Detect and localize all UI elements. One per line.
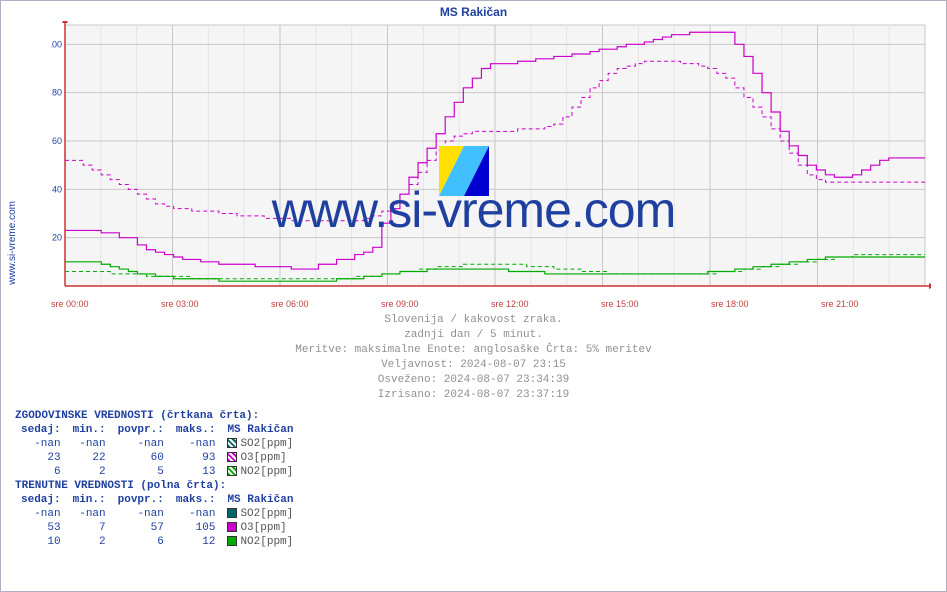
curr-table: sedaj: min.: povpr.: maks.: MS Rakičan -… [15, 493, 299, 549]
cell-min: 7 [67, 521, 112, 535]
cell-sedaj: -nan [15, 507, 67, 521]
table-row: 23226093O3[ppm] [15, 451, 299, 465]
table-row: 102612NO2[ppm] [15, 535, 299, 549]
cell-povpr: -nan [112, 437, 170, 451]
cell-sedaj: 53 [15, 521, 67, 535]
color-swatch [227, 438, 237, 448]
cell-maks: -nan [170, 507, 222, 521]
cell-min: 2 [67, 465, 112, 479]
cell-label: SO2[ppm] [221, 437, 299, 451]
x-axis-labels: sre 00:00sre 03:00sre 06:00sre 09:00sre … [51, 299, 931, 309]
col-povpr: povpr.: [112, 493, 170, 507]
svg-text:80: 80 [52, 88, 62, 98]
cell-label: O3[ppm] [221, 521, 299, 535]
cell-maks: 105 [170, 521, 222, 535]
x-tick-label: sre 15:00 [601, 299, 711, 309]
x-tick-label: sre 18:00 [711, 299, 821, 309]
svg-text:60: 60 [52, 136, 62, 146]
cell-min: 2 [67, 535, 112, 549]
cell-povpr: 5 [112, 465, 170, 479]
table-row: 62513NO2[ppm] [15, 465, 299, 479]
curr-header-row: sedaj: min.: povpr.: maks.: MS Rakičan [15, 493, 299, 507]
col-maks: maks.: [170, 493, 222, 507]
cell-sedaj: -nan [15, 437, 67, 451]
meta-line: Meritve: maksimalne Enote: anglosaške Čr… [1, 343, 946, 358]
meta-line: Slovenija / kakovost zraka. [1, 313, 946, 328]
cell-sedaj: 23 [15, 451, 67, 465]
source-label: www.si-vreme.com [7, 201, 18, 285]
svg-text:100: 100 [51, 39, 62, 49]
cell-min: -nan [67, 507, 112, 521]
meta-line: Izrisano: 2024-08-07 23:37:19 [1, 388, 946, 403]
cell-povpr: -nan [112, 507, 170, 521]
x-tick-label: sre 12:00 [491, 299, 601, 309]
svg-text:40: 40 [52, 184, 62, 194]
meta-line: zadnji dan / 5 minut. [1, 328, 946, 343]
cell-povpr: 57 [112, 521, 170, 535]
col-min: min.: [67, 423, 112, 437]
cell-label: NO2[ppm] [221, 535, 299, 549]
cell-maks: 93 [170, 451, 222, 465]
table-row: -nan-nan-nan-nanSO2[ppm] [15, 507, 299, 521]
x-tick-label: sre 03:00 [161, 299, 271, 309]
x-tick-label: sre 21:00 [821, 299, 931, 309]
cell-label: SO2[ppm] [221, 507, 299, 521]
watermark-logo [439, 146, 489, 196]
cell-sedaj: 6 [15, 465, 67, 479]
curr-section-title: TRENUTNE VREDNOSTI (polna črta): [15, 479, 299, 493]
hist-table: sedaj: min.: povpr.: maks.: MS Rakičan -… [15, 423, 299, 479]
cell-min: -nan [67, 437, 112, 451]
col-povpr: povpr.: [112, 423, 170, 437]
color-swatch [227, 508, 237, 518]
meta-line: Osveženo: 2024-08-07 23:34:39 [1, 373, 946, 388]
cell-povpr: 6 [112, 535, 170, 549]
cell-maks: 13 [170, 465, 222, 479]
cell-label: NO2[ppm] [221, 465, 299, 479]
col-sedaj: sedaj: [15, 493, 67, 507]
col-sedaj: sedaj: [15, 423, 67, 437]
color-swatch [227, 536, 237, 546]
x-tick-label: sre 00:00 [51, 299, 161, 309]
chart-canvas: 20 40 60 80 100 [51, 21, 931, 296]
col-site: MS Rakičan [221, 493, 299, 507]
color-swatch [227, 452, 237, 462]
table-row: 53757105O3[ppm] [15, 521, 299, 535]
meta-line: Veljavnost: 2024-08-07 23:15 [1, 358, 946, 373]
x-tick-label: sre 09:00 [381, 299, 491, 309]
cell-povpr: 60 [112, 451, 170, 465]
color-swatch [227, 466, 237, 476]
hist-section-title: ZGODOVINSKE VREDNOSTI (črtkana črta): [15, 409, 299, 423]
cell-min: 22 [67, 451, 112, 465]
chart-metadata: Slovenija / kakovost zraka.zadnji dan / … [1, 313, 946, 403]
color-swatch [227, 522, 237, 532]
chart-title: MS Rakičan [1, 5, 946, 19]
cell-label: O3[ppm] [221, 451, 299, 465]
cell-sedaj: 10 [15, 535, 67, 549]
col-maks: maks.: [170, 423, 222, 437]
col-min: min.: [67, 493, 112, 507]
table-row: -nan-nan-nan-nanSO2[ppm] [15, 437, 299, 451]
col-site: MS Rakičan [221, 423, 299, 437]
svg-text:20: 20 [52, 233, 62, 243]
x-tick-label: sre 06:00 [271, 299, 381, 309]
cell-maks: 12 [170, 535, 222, 549]
hist-header-row: sedaj: min.: povpr.: maks.: MS Rakičan [15, 423, 299, 437]
data-tables: ZGODOVINSKE VREDNOSTI (črtkana črta): se… [15, 409, 299, 549]
cell-maks: -nan [170, 437, 222, 451]
